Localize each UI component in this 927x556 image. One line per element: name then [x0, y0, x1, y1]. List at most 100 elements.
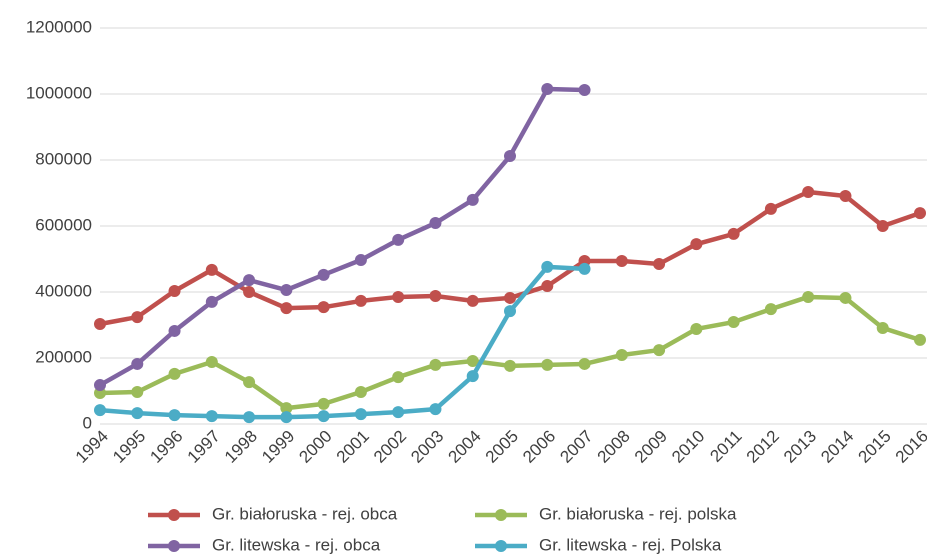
point	[280, 411, 293, 424]
point	[914, 333, 926, 346]
point	[578, 262, 591, 275]
point	[317, 410, 330, 423]
point	[429, 217, 442, 230]
point	[392, 406, 405, 419]
point	[764, 202, 777, 215]
point	[94, 318, 106, 331]
legend-marker	[168, 540, 180, 552]
point	[429, 403, 442, 416]
point	[131, 357, 144, 370]
y-tick-label: 400000	[35, 281, 92, 300]
legend-marker	[168, 509, 180, 521]
legend-label: Gr. białoruska - rej. polska	[539, 504, 737, 523]
point	[802, 186, 815, 199]
line	[99, 189, 921, 327]
x-tick-label: 2004	[445, 427, 485, 467]
point	[876, 321, 889, 334]
line	[99, 264, 585, 420]
legend-marker	[495, 540, 507, 552]
point	[354, 294, 367, 307]
point	[429, 289, 442, 302]
x-tick-label: 2005	[482, 427, 522, 467]
point	[392, 371, 405, 384]
point	[504, 359, 516, 372]
point	[317, 397, 330, 410]
point	[354, 385, 367, 398]
point	[578, 357, 591, 370]
point	[653, 344, 666, 357]
point	[727, 316, 740, 329]
point	[541, 358, 554, 371]
point	[168, 324, 181, 337]
x-tick-label: 2012	[743, 427, 783, 467]
point	[914, 207, 926, 220]
point	[243, 286, 256, 298]
point	[653, 257, 666, 270]
point	[764, 303, 777, 316]
y-tick-label: 1000000	[26, 83, 92, 102]
point	[243, 274, 256, 287]
legend-marker	[495, 509, 507, 521]
point	[168, 367, 181, 380]
point	[839, 291, 852, 304]
point	[205, 295, 218, 308]
point	[504, 150, 516, 163]
x-tick-label: 2002	[370, 427, 410, 467]
point	[504, 305, 516, 318]
x-tick-label: 2003	[407, 427, 447, 467]
y-tick-label: 200000	[35, 347, 92, 366]
x-tick-label: 2008	[594, 427, 634, 467]
x-tick-label: 2001	[333, 427, 373, 467]
point	[205, 410, 218, 423]
point	[131, 407, 144, 420]
point	[131, 311, 144, 324]
legend-label: Gr. litewska - rej. obca	[212, 535, 381, 554]
point	[392, 233, 405, 246]
x-tick-label: 2007	[556, 427, 596, 467]
x-tick-label: 2010	[668, 427, 708, 467]
legend-label: Gr. litewska - rej. Polska	[539, 535, 722, 554]
point	[317, 268, 330, 281]
point	[466, 294, 479, 307]
point	[802, 290, 815, 303]
line	[98, 86, 585, 388]
point	[541, 83, 554, 96]
x-tick-label: 1999	[258, 427, 298, 467]
point	[392, 290, 405, 303]
y-tick-label: 800000	[35, 149, 92, 168]
x-tick-label: 2000	[295, 427, 335, 467]
x-tick-label: 2011	[706, 427, 745, 466]
y-tick-label: 1200000	[26, 17, 92, 36]
point	[317, 301, 330, 314]
point	[466, 370, 479, 383]
point	[876, 220, 889, 232]
point	[205, 355, 218, 368]
point	[94, 379, 106, 392]
y-tick-label: 0	[83, 413, 92, 432]
point	[168, 409, 181, 422]
point	[280, 284, 293, 297]
x-tick-label: 2016	[892, 427, 927, 467]
point	[243, 376, 256, 389]
x-tick-label: 1998	[221, 427, 261, 467]
point	[839, 189, 852, 202]
point	[690, 322, 703, 335]
x-tick-label: 2014	[817, 427, 857, 467]
point	[541, 260, 554, 273]
point	[131, 385, 144, 398]
x-tick-label: 1997	[184, 427, 224, 467]
legend-label: Gr. białoruska - rej. obca	[212, 504, 398, 523]
x-tick-label: 2009	[631, 427, 671, 467]
x-tick-label: 2015	[855, 427, 895, 467]
point	[504, 291, 516, 304]
point	[690, 238, 703, 251]
point	[615, 349, 628, 362]
point	[429, 358, 442, 371]
x-tick-label: 1995	[109, 427, 149, 467]
point	[280, 402, 293, 415]
point	[354, 253, 367, 266]
point	[243, 411, 256, 424]
x-tick-label: 2013	[780, 427, 820, 467]
point	[727, 227, 740, 240]
